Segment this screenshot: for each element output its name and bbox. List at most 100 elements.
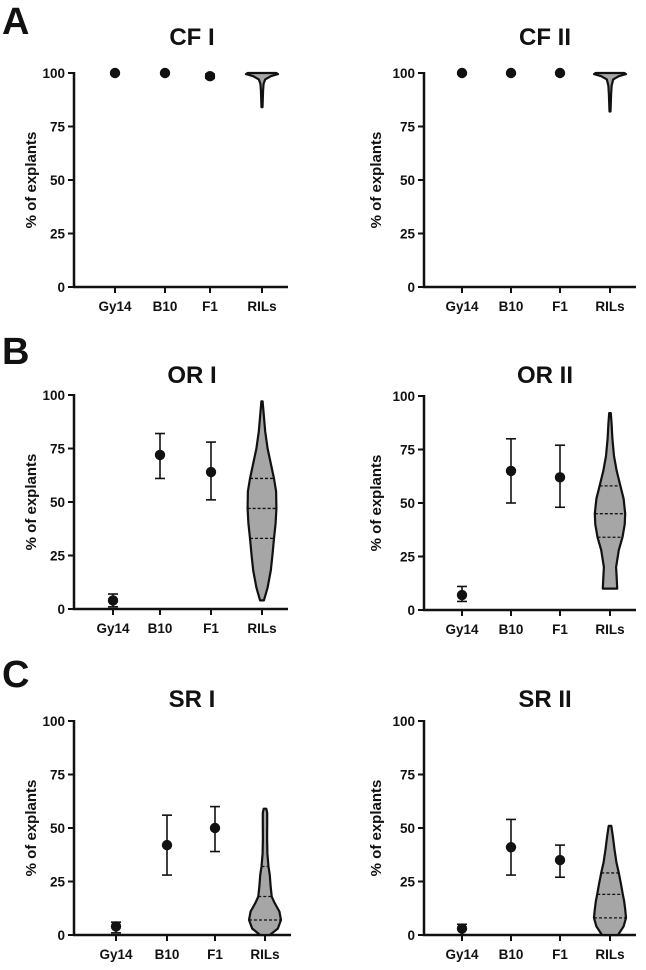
y-axis-label: % of explants (368, 780, 385, 877)
x-category-label: B10 (155, 947, 180, 962)
error-bar-f1 (204, 71, 216, 82)
x-category-label: B10 (499, 299, 524, 314)
chart-title: SR I (169, 686, 216, 713)
data-point-b10 (505, 465, 517, 477)
y-tick-label: 25 (400, 875, 416, 890)
x-category-label: F1 (552, 299, 568, 314)
y-axis-label: % of explants (368, 132, 385, 229)
data-point-gy14 (456, 923, 468, 934)
x-category-label: RILs (250, 947, 279, 962)
error-bar-f1 (205, 441, 217, 501)
y-tick-label: 100 (392, 389, 415, 404)
y-tick-label: 25 (50, 549, 66, 564)
violin-body (592, 824, 628, 937)
y-tick-label: 50 (50, 495, 65, 510)
data-point-gy14 (456, 67, 468, 79)
y-axis-label: % of explants (23, 780, 40, 877)
violin-rils (244, 71, 280, 109)
chart-sr2: SR II % of explants 0 25 50 75 100 Gy14 B10 F1 RIL… (368, 686, 636, 962)
y-tick-label: 0 (57, 602, 65, 617)
violin-body (246, 400, 278, 602)
chart-sr1: SR I % of explants 0 25 50 75 100 Gy14 B10 F1 RILs (23, 686, 291, 962)
data-point-gy14 (109, 67, 121, 79)
x-category-label: B10 (499, 947, 524, 962)
error-bar-b10 (505, 67, 517, 79)
y-tick-label: 75 (400, 443, 416, 458)
error-bar-gy14 (107, 593, 119, 608)
y-tick-label: 0 (407, 928, 415, 943)
panel-letter-a: A (2, 1, 29, 43)
x-category-label: RILs (247, 621, 276, 636)
data-point-gy14 (110, 921, 122, 932)
x-category-label: F1 (552, 622, 568, 637)
y-tick-label: 100 (392, 66, 415, 81)
x-category-label: RILs (595, 947, 624, 962)
y-axis-label: % of explants (368, 455, 385, 552)
violin-rils (593, 412, 627, 590)
x-category-label: Gy14 (445, 947, 479, 962)
data-point-f1 (205, 466, 217, 478)
chart-or2: OR II % of explants 0 25 50 75 100 Gy14 B10 F1 RIL… (368, 362, 636, 637)
x-category-label: B10 (153, 299, 178, 314)
y-axis-label: % of explants (23, 454, 40, 551)
x-category-label: Gy14 (99, 947, 133, 962)
error-bar-b10 (161, 814, 173, 876)
y-tick-label: 50 (400, 496, 415, 511)
data-point-b10 (505, 67, 517, 79)
y-tick-label: 25 (50, 875, 66, 890)
error-bar-gy14 (110, 921, 122, 934)
error-bar-gy14 (456, 67, 468, 79)
violin-body (592, 71, 628, 113)
chart-or1: OR I % of explants 0 25 50 75 100 Gy14 B10 F1 RILs (23, 362, 288, 636)
chart-title: SR II (518, 686, 571, 713)
y-tick-label: 0 (57, 928, 65, 943)
violin-rils (246, 400, 278, 602)
y-tick-label: 75 (400, 120, 416, 135)
error-bar-b10 (154, 432, 166, 480)
y-tick-label: 25 (50, 227, 66, 242)
chart-title: CF II (519, 24, 571, 51)
x-category-label: Gy14 (96, 621, 130, 636)
y-tick-label: 0 (407, 280, 415, 295)
data-point-gy14 (456, 589, 468, 601)
error-bar-gy14 (456, 585, 468, 603)
panel-letter-b: B (2, 331, 29, 373)
violin-body (593, 412, 627, 590)
panel-letter-c: C (2, 654, 29, 696)
chart-cf2: CF II % of explants 0 25 50 75 100 Gy14 B10 F1 RIL… (368, 24, 636, 314)
y-tick-label: 25 (400, 227, 416, 242)
y-tick-label: 100 (392, 714, 415, 729)
x-category-label: B10 (148, 621, 173, 636)
data-point-f1 (204, 71, 216, 82)
violin-rils (592, 71, 628, 113)
error-bar-gy14 (109, 67, 121, 79)
data-point-gy14 (107, 595, 119, 606)
x-category-label: F1 (552, 947, 568, 962)
error-bar-f1 (209, 805, 221, 853)
x-category-label: RILs (595, 622, 624, 637)
charts-container: CF I % of explants 0 25 50 75 100 Gy14 B10 F1 RILs… (23, 24, 636, 962)
data-point-f1 (554, 472, 566, 483)
error-bar-b10 (505, 437, 517, 504)
y-tick-label: 50 (50, 821, 65, 836)
y-axis-label: % of explants (23, 132, 40, 229)
y-tick-label: 100 (42, 714, 65, 729)
y-tick-label: 50 (400, 821, 415, 836)
y-tick-label: 0 (57, 280, 65, 295)
y-tick-label: 75 (50, 442, 66, 457)
x-category-label: F1 (207, 947, 223, 962)
data-point-b10 (161, 839, 173, 851)
violin-body (244, 71, 280, 109)
x-category-label: Gy14 (445, 622, 479, 637)
x-category-label: F1 (203, 621, 219, 636)
y-tick-label: 75 (400, 768, 416, 783)
chart-title: OR I (167, 362, 216, 389)
data-point-f1 (554, 67, 566, 79)
x-category-label: Gy14 (445, 299, 479, 314)
violin-body (247, 807, 283, 937)
error-bar-f1 (554, 444, 566, 509)
x-category-label: Gy14 (98, 299, 132, 314)
data-point-b10 (505, 842, 517, 853)
y-tick-label: 0 (407, 603, 415, 618)
